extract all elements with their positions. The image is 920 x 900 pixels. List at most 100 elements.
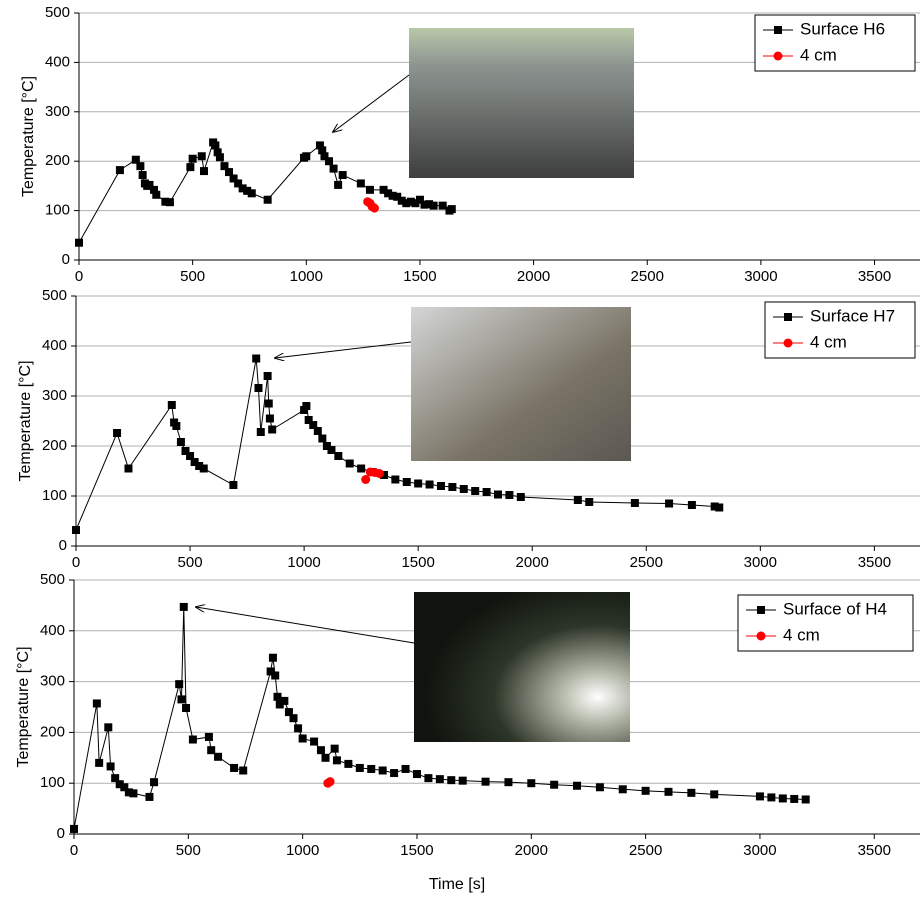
x-tick-label: 3000 (743, 842, 776, 859)
x-tick-label: 3500 (858, 554, 891, 571)
x-tick-label: 2500 (631, 268, 664, 285)
point (459, 485, 468, 493)
photo (411, 307, 631, 461)
point (504, 778, 513, 787)
legend-marker (757, 606, 765, 614)
point (207, 746, 216, 755)
point (284, 708, 293, 717)
y-tick-label: 0 (57, 825, 65, 842)
point (332, 756, 341, 765)
point (182, 704, 191, 713)
point (321, 753, 330, 762)
point (115, 780, 124, 789)
point (595, 783, 604, 792)
x-tick-label: 0 (75, 268, 83, 285)
point (482, 488, 491, 496)
point (243, 186, 252, 195)
point (264, 399, 273, 408)
point (425, 480, 434, 489)
point (397, 196, 406, 205)
point (345, 459, 354, 468)
point (252, 354, 261, 363)
point (435, 775, 444, 784)
point (152, 190, 161, 199)
point (113, 429, 122, 437)
point (550, 780, 559, 789)
point (447, 205, 456, 214)
point (355, 763, 364, 772)
point (175, 680, 184, 689)
x-tick-label: 2000 (517, 268, 550, 285)
point (181, 447, 190, 455)
x-tick-label: 2000 (515, 842, 548, 859)
point (124, 788, 133, 797)
point (214, 752, 223, 761)
point (190, 458, 199, 466)
point (481, 777, 490, 786)
point (200, 167, 209, 176)
y-tick-label: 200 (40, 723, 65, 740)
arrow (196, 607, 415, 644)
point (393, 192, 402, 201)
legend-label: Surface H6 (800, 19, 885, 38)
y-tick-label: 300 (45, 103, 70, 120)
point (318, 434, 327, 443)
point (710, 502, 719, 511)
point (778, 794, 787, 803)
point (280, 696, 289, 705)
point (225, 168, 234, 177)
point (294, 724, 303, 733)
point (199, 464, 208, 473)
arrow (333, 74, 410, 132)
legend-marker (773, 51, 783, 61)
point (150, 185, 159, 194)
point (129, 789, 138, 798)
point (298, 734, 307, 743)
y-tick-label: 200 (45, 152, 70, 169)
point (344, 759, 353, 768)
point (256, 428, 265, 436)
point (289, 714, 298, 723)
point (230, 763, 239, 772)
x-tick-label: 0 (70, 842, 78, 859)
legend-label: Surface H7 (810, 306, 895, 325)
point (527, 779, 536, 788)
x-tick-label: 1500 (400, 842, 433, 859)
point (438, 201, 447, 210)
point (415, 195, 424, 204)
point (124, 464, 133, 473)
point (188, 735, 197, 744)
point (369, 203, 379, 213)
point (138, 171, 147, 180)
point (172, 422, 181, 430)
y-tick-label: 400 (45, 53, 70, 70)
point (131, 155, 140, 164)
point (315, 141, 324, 150)
point (801, 795, 810, 804)
point (424, 774, 433, 783)
point (234, 179, 243, 188)
point (150, 778, 159, 787)
point (516, 493, 525, 501)
point (165, 198, 174, 207)
point (388, 191, 397, 200)
point (254, 384, 263, 392)
x-tick-label: 3500 (858, 842, 891, 859)
point (790, 794, 799, 803)
point (229, 481, 238, 489)
y-tick-label: 300 (42, 387, 67, 404)
point (167, 401, 176, 409)
point (630, 499, 639, 507)
point (412, 770, 421, 779)
point (401, 764, 410, 773)
legend-label: 4 cm (800, 45, 837, 64)
x-tick-label: 1500 (401, 554, 434, 571)
point (384, 189, 393, 198)
point (239, 766, 248, 775)
point (304, 416, 313, 424)
point (436, 482, 445, 490)
x-tick-label: 2500 (629, 842, 662, 859)
point (406, 197, 415, 206)
point (665, 499, 674, 508)
point (220, 162, 229, 171)
